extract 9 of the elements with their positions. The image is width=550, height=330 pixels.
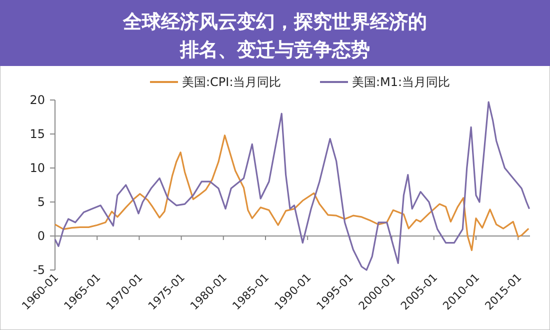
y-tick-label: 10 [30, 161, 45, 176]
legend-label: 美国:CPI:当月同比 [182, 75, 282, 90]
chart-title: 全球经济风云变幻，探究世界经济的排名、变迁与竞争态势 [122, 11, 427, 61]
legend-label: 美国:M1:当月同比 [352, 75, 450, 90]
y-tick-label: 20 [30, 93, 45, 108]
y-tick-label: -5 [33, 263, 45, 278]
y-tick-label: 15 [30, 127, 45, 142]
y-tick-label: 0 [37, 229, 45, 244]
y-tick-label: 5 [37, 195, 45, 210]
